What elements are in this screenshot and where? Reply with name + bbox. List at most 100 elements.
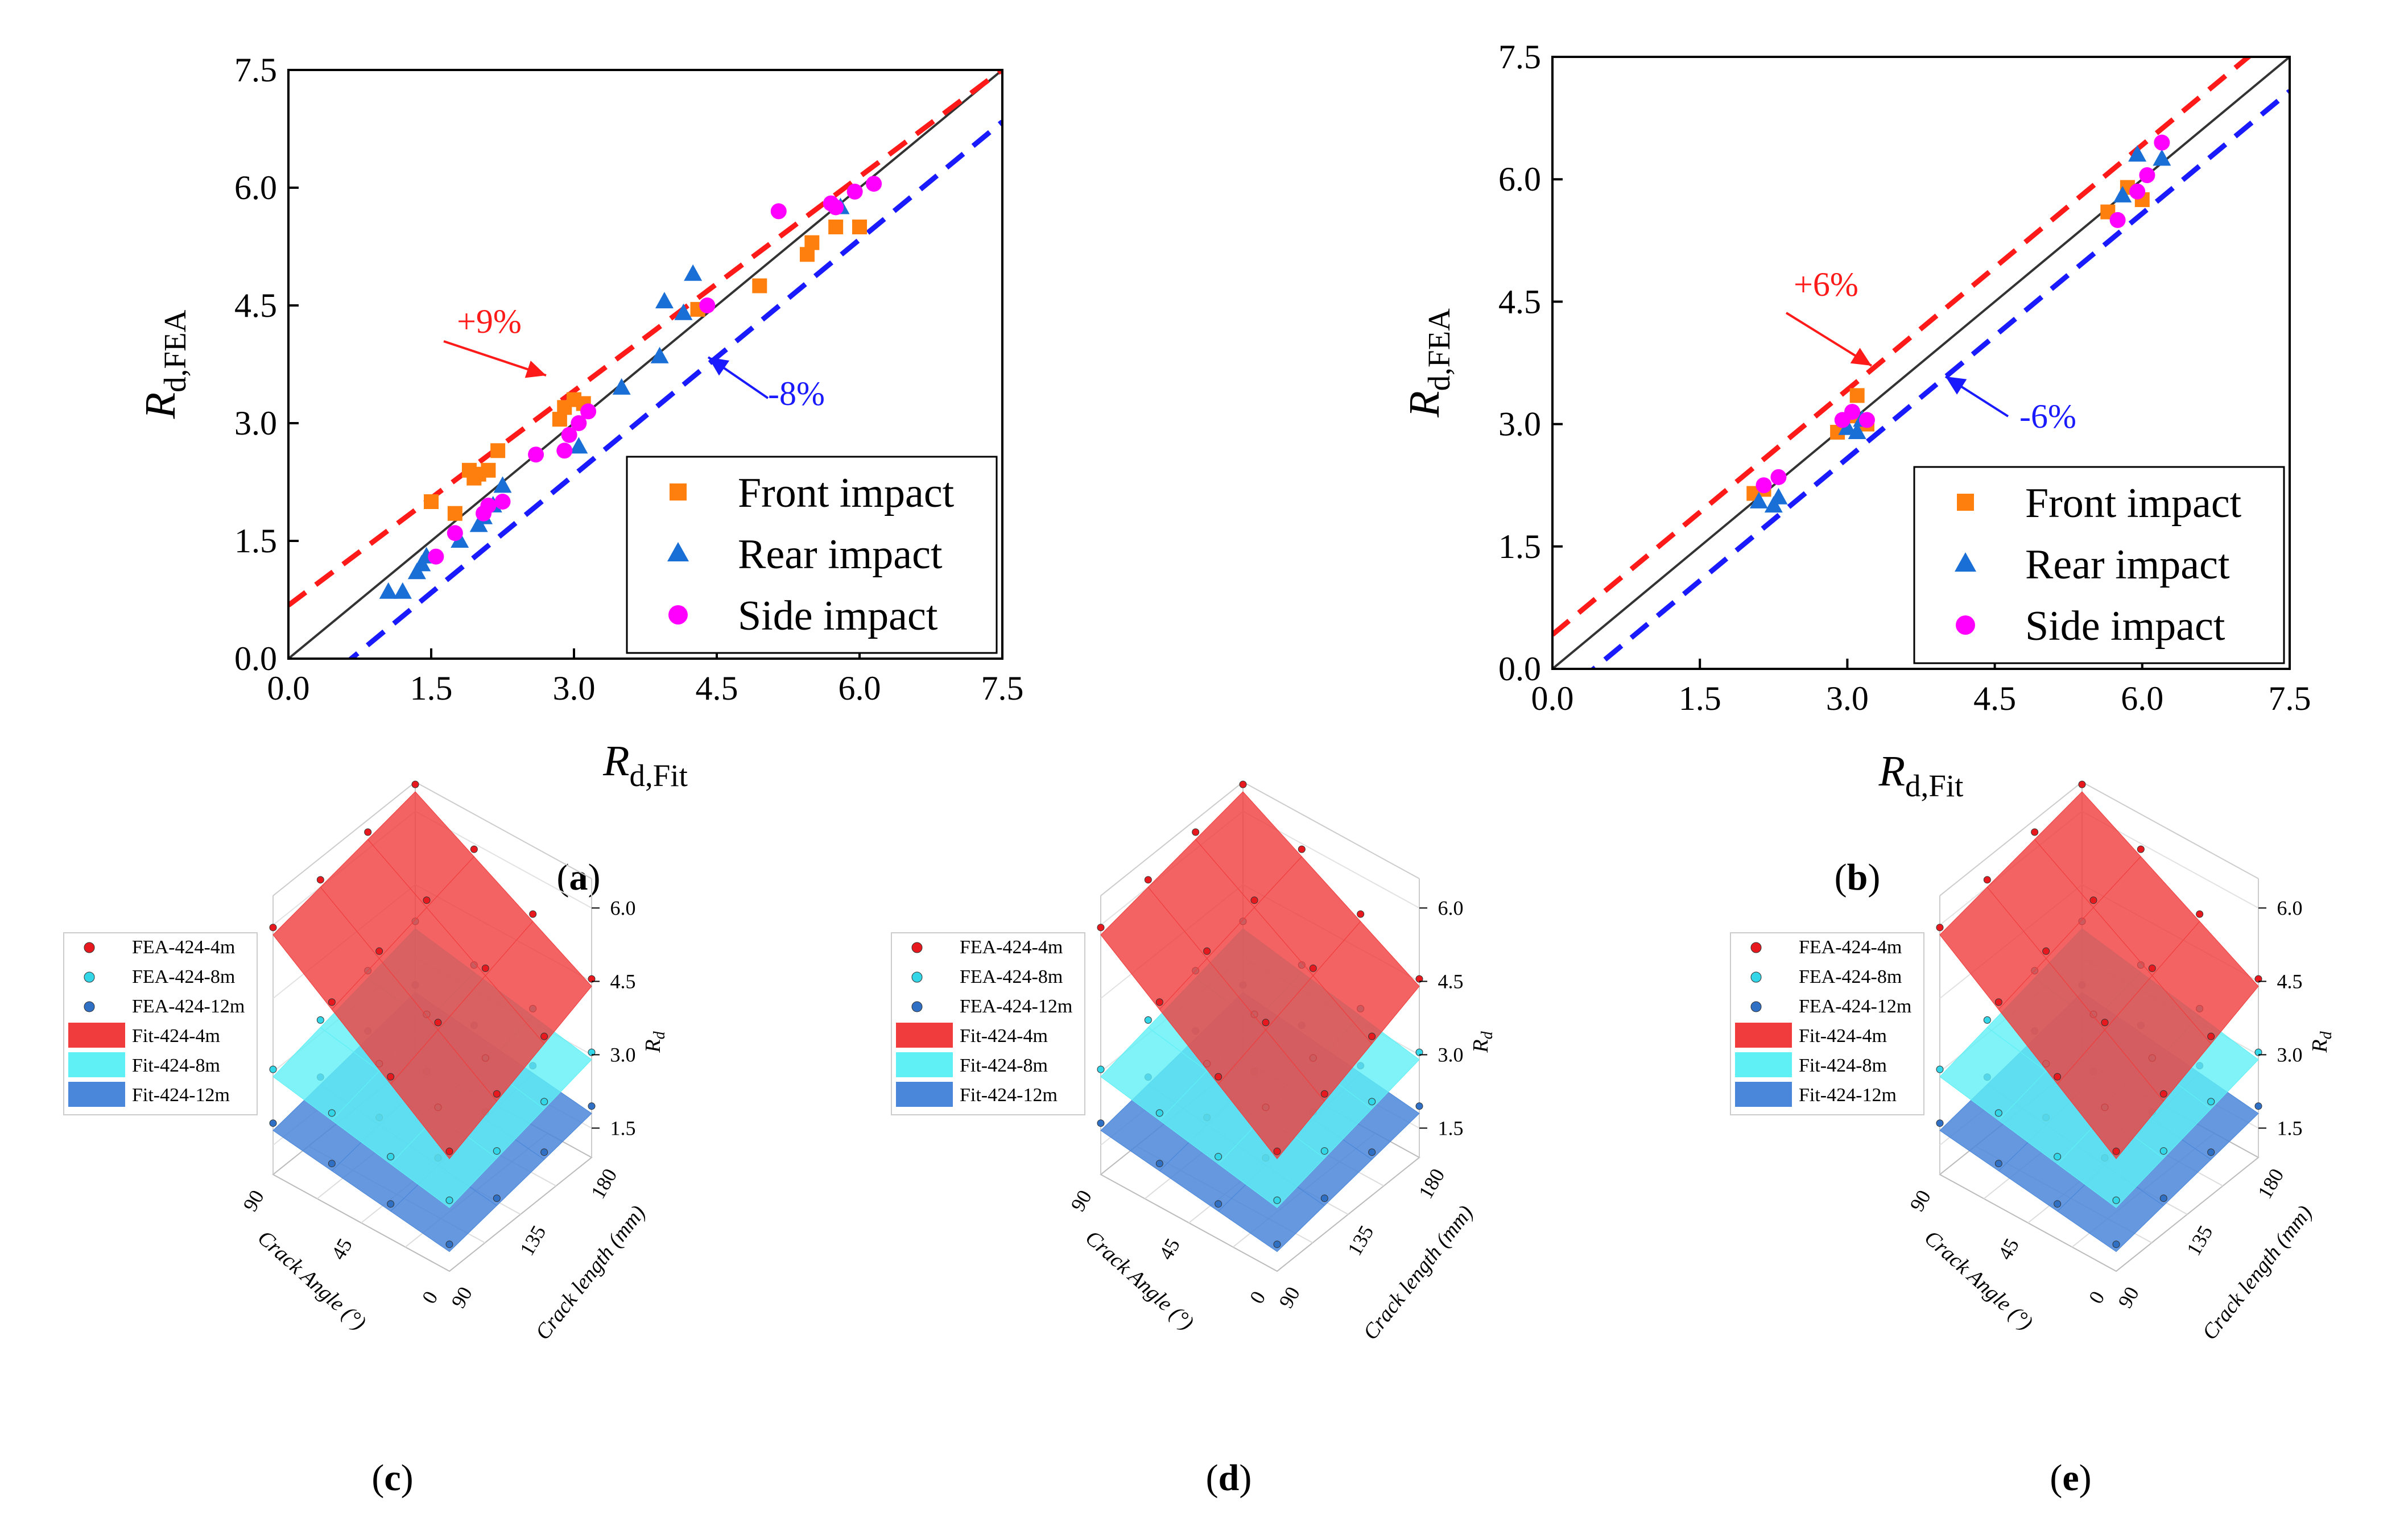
legend-square-icon (670, 483, 687, 501)
fea-data-point (316, 1016, 324, 1024)
fea-data-point (387, 1073, 395, 1081)
fea-data-point (2089, 896, 2097, 904)
legend-surface-icon (1735, 1082, 1792, 1107)
fea-data-point (2101, 1019, 2109, 1027)
y-axis-label-main: R (137, 392, 184, 419)
fea-data-point (2207, 1148, 2215, 1156)
legend-point-icon (84, 942, 95, 953)
z-tick-label: 1.5 (1438, 1117, 1464, 1139)
y-tick-label: 6.0 (1498, 160, 1541, 198)
y-axis-label-text: Rd,FEA (1401, 308, 1456, 418)
fea-data-point (445, 1240, 453, 1248)
z-axis-label-sub: d (1478, 1031, 1496, 1039)
x-tick-label: 0.0 (267, 669, 310, 707)
fea-data-point (269, 1119, 277, 1127)
x-tick-label: 0.0 (1531, 680, 1574, 717)
data-point-triangle (612, 378, 631, 395)
fea-data-point (1203, 947, 1211, 955)
legend-label: FEA-424-8m (1799, 966, 1902, 987)
x-tick-label: 4.5 (696, 669, 738, 707)
legend-label: FEA-424-12m (1799, 996, 1911, 1017)
legend-label: Fit-424-12m (1799, 1085, 1897, 1106)
y-axis-label-sub: d,FEA (158, 309, 192, 392)
z-axis-label: Rd (641, 1031, 668, 1053)
fea-data-point (411, 780, 419, 788)
data-point-circle (2154, 134, 2170, 151)
fea-data-point (269, 924, 277, 932)
surface-patch (2034, 791, 2141, 908)
fea-data-point (2031, 828, 2039, 836)
data-point-circle (494, 494, 511, 510)
z-tick-label: 6.0 (1438, 896, 1464, 919)
fea-data-point (2159, 1194, 2167, 1202)
y-axis-label-sub: d,FEA (1422, 308, 1456, 391)
fea-data-point (540, 1148, 548, 1156)
fea-data-point (1320, 1090, 1328, 1098)
data-point-square (490, 443, 506, 458)
fea-data-point (588, 1102, 596, 1110)
fea-data-point (1298, 845, 1306, 853)
fea-data-point (1415, 1102, 1423, 1110)
z-tick-label: 6.0 (2277, 896, 2303, 919)
fea-data-point (1097, 1119, 1105, 1127)
caption-close: ) (1239, 1457, 1252, 1499)
legend-circle-icon (1956, 615, 1975, 635)
data-point-triangle (684, 264, 703, 281)
fea-data-point (2159, 1147, 2167, 1155)
legend: FEA-424-4m FEA-424-8m FEA-424-12m Fit-424-4… (1730, 932, 1924, 1115)
surface-patch (367, 791, 474, 908)
fea-data-point (2054, 1153, 2062, 1161)
data-point-square (481, 462, 496, 478)
data-point-triangle (674, 303, 693, 320)
fea-data-point (493, 1090, 501, 1098)
fea-data-point (1215, 1153, 1222, 1161)
reference-line-0 (288, 70, 1002, 659)
fea-data-point (1415, 1048, 1423, 1056)
upper-band-label: +6% (1794, 266, 1858, 303)
lower-band-label: -8% (768, 375, 825, 412)
chart-panel-a: 0.0 1.5 3.0 4.5 6.0 7.5 0.0 1.5 3.0 4.5 6.0 7.5 Rd,F… (137, 51, 1024, 898)
fea-data-point (364, 828, 372, 836)
caption-open: ( (1206, 1457, 1219, 1499)
fea-data-point (1215, 1200, 1222, 1208)
lower-band-arrow-head (1946, 377, 1967, 395)
legend-label: Fit-424-4m (132, 1025, 220, 1047)
x-axis-label-main: R (1878, 747, 1905, 795)
panel-caption: (a) (557, 857, 601, 898)
fea-data-point (493, 1147, 501, 1155)
data-point-circle (556, 443, 573, 459)
fea-data-point (445, 1196, 453, 1204)
lower-band-arrow-head (708, 357, 730, 376)
legend-label: FEA-424-4m (132, 937, 235, 958)
legend-label: Fit-424-4m (1799, 1025, 1887, 1047)
data-point-circle (571, 415, 587, 431)
fea-data-point (2054, 1073, 2062, 1081)
fea-data-point (1262, 1019, 1270, 1027)
z-axis-label-sub: d (2318, 1031, 2335, 1039)
caption-letter: b (1847, 857, 1868, 898)
fea-data-point (1273, 1196, 1281, 1204)
z-tick-label: 4.5 (2277, 970, 2303, 993)
data-point-triangle (2153, 149, 2171, 166)
legend-surface-icon (68, 1052, 125, 1077)
fea-data-point (1936, 1065, 1944, 1073)
data-point-square (804, 235, 820, 250)
y-axis-label: Rd,FEA (1401, 308, 1456, 418)
x-axis-label-text: Rd,Fit (602, 737, 688, 793)
caption-letter: c (384, 1457, 400, 1499)
fea-data-point (2254, 1102, 2262, 1110)
legend-point-icon (911, 942, 923, 953)
z-axis-label-main: R (2308, 1039, 2332, 1053)
legend-label: Fit-424-8m (1799, 1055, 1887, 1076)
fea-data-point (2112, 1147, 2120, 1155)
legend-box (626, 456, 998, 654)
legend-label: Front impact (2025, 480, 2242, 527)
legend-surface-icon (896, 1023, 953, 1048)
legend-label: Fit-424-8m (132, 1055, 220, 1076)
fea-data-point (1994, 998, 2002, 1006)
fea-data-point (2159, 1090, 2167, 1098)
plot-frame (287, 69, 1003, 660)
legend-point-icon (911, 971, 923, 983)
fea-data-point (1155, 1160, 1163, 1168)
